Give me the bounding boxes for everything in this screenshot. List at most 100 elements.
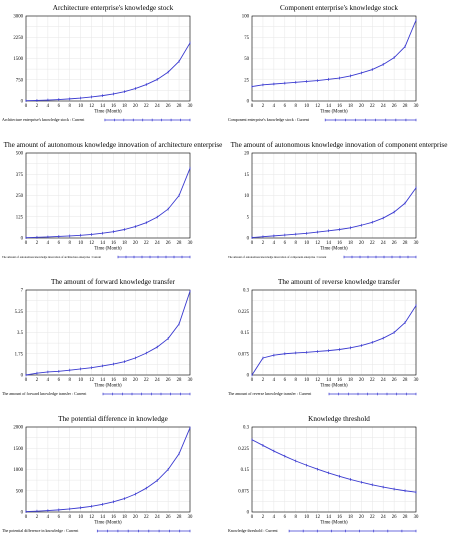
legend-label: Component enterprise's knowledge stock :…: [228, 117, 310, 122]
grid-lines: [251, 15, 417, 102]
x-tick-label: 16: [111, 378, 116, 383]
x-tick-label: 6: [58, 104, 61, 109]
x-tick-label: 8: [295, 515, 298, 520]
x-tick-label: 26: [392, 241, 397, 246]
x-tick-label: 0: [251, 378, 254, 383]
x-tick-label: 0: [251, 104, 254, 109]
y-tick-label: 3.5: [17, 331, 24, 336]
x-tick-label: 16: [111, 104, 116, 109]
x-tick-label: 6: [58, 378, 61, 383]
chart-panel-3: The amount of autonomous knowledge innov…: [0, 137, 226, 274]
y-tick-label: 0: [247, 374, 250, 379]
y-tick-label: 50: [244, 57, 249, 62]
series-line: [251, 187, 417, 239]
x-tick-label: 26: [166, 515, 171, 520]
x-tick-label: 0: [251, 515, 254, 520]
x-tick-label: 14: [100, 515, 105, 520]
x-tick-label: 18: [122, 241, 127, 246]
grid-lines: [25, 152, 191, 239]
x-tick-label: 18: [122, 515, 127, 520]
x-tick-label: 22: [144, 378, 149, 383]
x-tick-label: 6: [284, 241, 287, 246]
y-tick-label: 2250: [13, 36, 23, 41]
series-line: [251, 305, 417, 376]
chart-panel-1: Architecture enterprise's knowledge stoc…: [0, 0, 226, 137]
x-tick-label: 20: [359, 241, 364, 246]
chart-svg: The amount of autonomous knowledge innov…: [2, 141, 222, 259]
y-tick-label: 375: [16, 173, 24, 178]
chart-title: Knowledge threshold: [308, 415, 370, 423]
x-tick-label: 10: [304, 241, 309, 246]
x-tick-label: 10: [304, 378, 309, 383]
x-tick-label: 0: [25, 241, 28, 246]
x-tick-label: 12: [315, 515, 320, 520]
y-tick-label: 5.25: [15, 310, 24, 315]
x-tick-label: 6: [58, 241, 61, 246]
x-tick-label: 24: [155, 104, 160, 109]
x-tick-label: 12: [89, 515, 94, 520]
x-tick-label: 4: [273, 104, 276, 109]
chart-panel-7: The potential difference in knowledge 200…: [0, 411, 226, 548]
y-tick-label: 0: [21, 511, 24, 516]
chart-title: Component enterprise's knowledge stock: [280, 4, 398, 12]
y-tick-label: 1500: [13, 57, 23, 62]
x-tick-label: 10: [304, 104, 309, 109]
x-tick-label: 20: [359, 515, 364, 520]
y-tick-label: 10: [244, 194, 249, 199]
x-tick-label: 12: [315, 241, 320, 246]
legend-label: The amount of autonomous knowledge innov…: [2, 255, 101, 259]
x-tick-label: 6: [284, 104, 287, 109]
series-line: [251, 439, 417, 493]
plot-frame: [251, 289, 417, 376]
x-tick-label: 28: [177, 241, 182, 246]
x-tick-label: 22: [370, 104, 375, 109]
plot-frame: [25, 289, 191, 376]
grid-lines: [25, 426, 191, 513]
x-tick-label: 24: [381, 515, 386, 520]
x-tick-label: 16: [111, 241, 116, 246]
x-tick-label: 16: [111, 515, 116, 520]
x-tick-label: 30: [188, 378, 193, 383]
chart-title: The amount of autonomous knowledge innov…: [231, 141, 448, 149]
x-tick-label: 20: [133, 378, 138, 383]
x-tick-label: 2: [262, 241, 265, 246]
x-tick-label: 6: [58, 515, 61, 520]
y-tick-label: 500: [16, 152, 24, 157]
x-tick-label: 26: [392, 378, 397, 383]
x-tick-label: 8: [295, 104, 298, 109]
x-tick-label: 26: [392, 104, 397, 109]
x-axis-label: Time (Month): [94, 110, 122, 115]
x-tick-label: 10: [78, 241, 83, 246]
x-tick-label: 10: [304, 515, 309, 520]
y-tick-label: 0: [247, 100, 250, 105]
y-tick-label: 0.15: [241, 468, 250, 473]
y-tick-label: 100: [242, 15, 250, 20]
x-tick-label: 10: [78, 104, 83, 109]
x-tick-label: 8: [69, 378, 72, 383]
x-tick-label: 30: [414, 378, 419, 383]
x-tick-label: 4: [273, 378, 276, 383]
y-tick-label: 1.75: [15, 352, 24, 357]
y-tick-label: 1500: [13, 447, 23, 452]
plot-frame: [25, 15, 191, 102]
legend-label: The amount of forward knowledge transfer…: [2, 391, 87, 396]
x-tick-label: 0: [25, 104, 28, 109]
x-tick-label: 18: [122, 104, 127, 109]
x-tick-label: 22: [144, 104, 149, 109]
chart-panel-6: The amount of reverse knowledge transfer…: [226, 274, 452, 411]
x-tick-label: 4: [273, 241, 276, 246]
y-tick-label: 0.225: [238, 447, 249, 452]
x-tick-label: 18: [348, 104, 353, 109]
chart-panel-2: Component enterprise's knowledge stock 10…: [226, 0, 452, 137]
x-tick-label: 2: [36, 378, 39, 383]
x-axis-label: Time (Month): [94, 384, 122, 389]
y-tick-label: 3000: [13, 15, 23, 20]
plot-frame: [251, 15, 417, 102]
x-tick-label: 4: [273, 515, 276, 520]
x-tick-label: 22: [144, 241, 149, 246]
x-tick-label: 16: [337, 104, 342, 109]
series-line: [25, 427, 191, 513]
grid-lines: [251, 426, 417, 513]
legend-label: The amount of autonomous knowledge innov…: [228, 255, 326, 259]
x-tick-label: 26: [392, 515, 397, 520]
